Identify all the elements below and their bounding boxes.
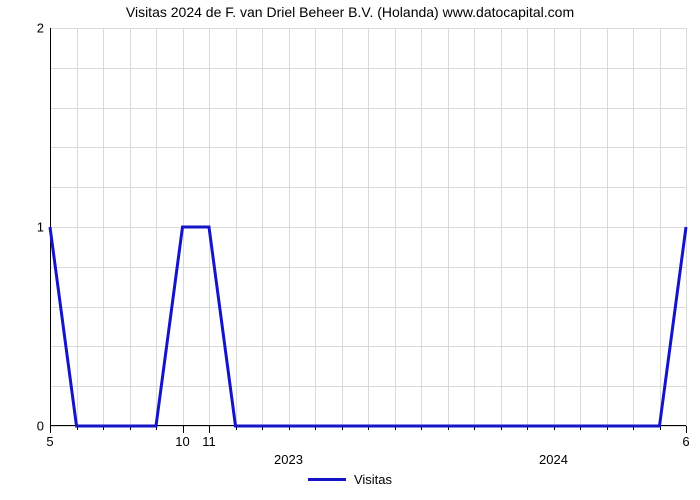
x-tick-label: 11: [202, 430, 216, 449]
visitas-chart: Visitas 2024 de F. van Driel Beheer B.V.…: [0, 0, 700, 500]
series-line: [50, 28, 686, 426]
x-tick-label: 6: [682, 430, 689, 449]
x-tick-label: 10: [175, 430, 189, 449]
legend: Visitas: [308, 472, 392, 487]
chart-title: Visitas 2024 de F. van Driel Beheer B.V.…: [0, 4, 700, 20]
x-tick-label: 5: [46, 430, 53, 449]
legend-swatch: [308, 478, 346, 481]
x-group-label: 2024: [539, 448, 568, 467]
plot-area: 01251011620232024: [50, 28, 686, 426]
gridline-v: [686, 28, 687, 426]
x-group-label: 2023: [274, 448, 303, 467]
y-tick-label: 2: [37, 21, 50, 36]
legend-label: Visitas: [354, 472, 392, 487]
y-tick-label: 1: [37, 220, 50, 235]
